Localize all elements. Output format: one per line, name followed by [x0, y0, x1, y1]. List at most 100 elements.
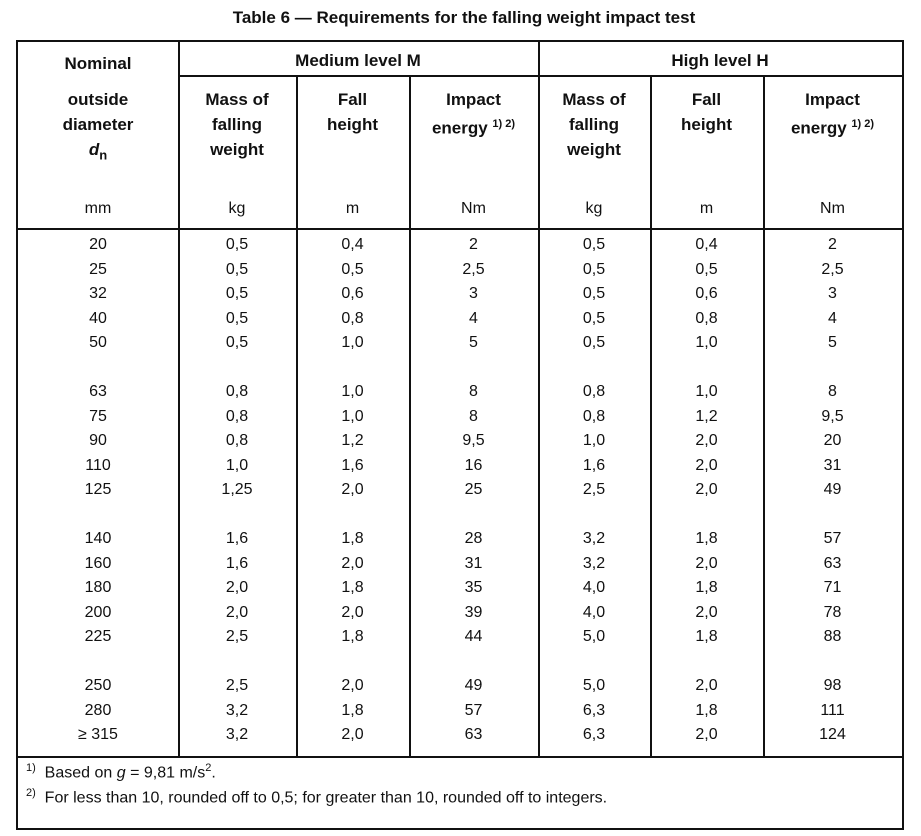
cell-medium-fall: 2,0 — [341, 481, 364, 498]
cell-high-mass: 6,3 — [582, 701, 606, 719]
cell-diameter: 90 — [89, 432, 107, 449]
cell-medium-mass: 3,2 — [225, 726, 249, 743]
cell-medium-mass: 1,6 — [225, 530, 249, 547]
cell-medium-mass: 2,0 — [225, 579, 249, 596]
cell-medium-mass: 2,5 — [225, 628, 249, 645]
cell-medium-fall: 2,0 — [341, 677, 364, 694]
cell-medium-fall: 1,8 — [341, 628, 364, 645]
cell-diameter: 75 — [89, 407, 107, 425]
cell-high-fall: 1,8 — [695, 530, 718, 547]
cell-high-impact: 5 — [828, 334, 837, 351]
cell-high-fall: 1,0 — [695, 383, 718, 400]
cell-high-impact: 49 — [823, 481, 842, 498]
cell-high-mass: 2,5 — [582, 481, 606, 498]
cell-high-impact: 8 — [828, 383, 837, 400]
requirements-table: Nominal outside diameter dn Medium level… — [16, 40, 904, 830]
cell-medium-fall: 1,6 — [341, 456, 364, 474]
cell-medium-impact: 39 — [464, 603, 483, 621]
cell-medium-impact: 8 — [469, 383, 478, 400]
cell-medium-impact: 31 — [464, 554, 483, 572]
cell-medium-impact: 3 — [469, 285, 478, 302]
cell-medium-fall: 1,8 — [341, 579, 364, 596]
unit-medium-impact: Nm — [461, 200, 486, 217]
cell-diameter: 40 — [89, 309, 107, 327]
medium-fall-header: Fall height — [327, 90, 378, 134]
cell-high-impact: 20 — [823, 432, 842, 449]
cell-medium-fall: 2,0 — [341, 726, 364, 743]
cell-medium-impact: 49 — [464, 677, 483, 694]
cell-high-impact: 63 — [823, 554, 842, 572]
col-divider — [178, 42, 180, 757]
cell-high-fall: 1,2 — [695, 407, 718, 425]
cell-high-mass: 5,0 — [582, 628, 606, 645]
cell-high-impact: 124 — [819, 726, 846, 743]
high-fall-header: Fall height — [681, 90, 732, 134]
cell-medium-fall: 1,8 — [341, 530, 364, 547]
cell-medium-impact: 5 — [469, 334, 478, 351]
col-nominal-header: Nominal outside diameter dn — [62, 54, 134, 163]
cell-high-mass: 0,5 — [582, 309, 606, 327]
cell-medium-fall: 2,0 — [341, 603, 364, 621]
cell-high-fall: 1,8 — [695, 628, 718, 645]
cell-high-impact: 31 — [823, 456, 842, 474]
cell-medium-mass: 1,6 — [225, 554, 249, 572]
col-divider — [409, 75, 411, 757]
cell-medium-fall: 1,2 — [341, 432, 364, 449]
cell-high-fall: 0,5 — [695, 260, 718, 278]
unit-high-mass: kg — [585, 200, 603, 217]
cell-high-impact: 78 — [823, 603, 842, 621]
cell-medium-mass: 2,0 — [225, 603, 249, 621]
cell-medium-mass: 0,8 — [225, 383, 249, 400]
cell-diameter: 63 — [89, 383, 107, 400]
cell-diameter: 280 — [84, 701, 112, 719]
cell-high-mass: 3,2 — [582, 530, 606, 547]
cell-high-fall: 1,8 — [695, 579, 718, 596]
cell-high-mass: 0,5 — [582, 285, 606, 302]
cell-medium-impact: 28 — [464, 530, 483, 547]
cell-diameter: 110 — [85, 456, 111, 474]
footnote-1: 1) Based on g = 9,81 m/s2. — [26, 762, 216, 782]
cell-high-mass: 0,5 — [582, 236, 606, 253]
high-level-header: High level H — [671, 51, 769, 70]
medium-mass-header: Mass of falling weight — [205, 90, 269, 159]
cell-medium-impact: 16 — [464, 456, 483, 474]
cell-diameter: 225 — [84, 628, 112, 645]
cell-high-fall: 2,0 — [695, 726, 718, 743]
cell-high-mass: 1,6 — [582, 456, 606, 474]
medium-impact-header: Impact energy 1) 2) — [431, 90, 516, 138]
cell-medium-fall: 0,6 — [341, 285, 364, 302]
cell-medium-fall: 1,0 — [341, 407, 364, 425]
cell-medium-mass: 3,2 — [225, 701, 249, 719]
cell-high-mass: 0,5 — [582, 260, 606, 278]
cell-medium-fall: 0,4 — [341, 236, 364, 253]
cell-high-fall: 2,0 — [695, 554, 718, 572]
cell-high-mass: 1,0 — [582, 432, 606, 449]
cell-medium-impact: 2 — [469, 236, 478, 253]
cell-medium-impact: 4 — [469, 309, 478, 327]
cell-medium-fall: 2,0 — [341, 554, 364, 572]
cell-high-impact: 2 — [828, 236, 837, 253]
cell-high-fall: 1,0 — [695, 334, 718, 351]
high-mass-header: Mass of falling weight — [562, 90, 626, 159]
cell-high-impact: 2,5 — [821, 260, 844, 278]
col-divider — [763, 75, 765, 757]
unit-medium-fall: m — [345, 200, 360, 217]
col-divider — [538, 42, 540, 757]
cell-diameter: 200 — [84, 603, 112, 621]
cell-medium-impact: 25 — [464, 481, 483, 498]
cell-high-fall: 2,0 — [695, 677, 718, 694]
cell-medium-impact: 57 — [464, 701, 483, 719]
cell-medium-fall: 0,5 — [341, 260, 364, 278]
cell-high-fall: 2,0 — [695, 432, 718, 449]
cell-high-impact: 88 — [823, 628, 842, 645]
cell-medium-fall: 1,0 — [341, 334, 364, 351]
cell-medium-mass: 0,8 — [225, 432, 249, 449]
group-header-rule — [178, 75, 902, 77]
cell-high-mass: 0,8 — [582, 383, 606, 400]
cell-diameter: 20 — [89, 236, 107, 253]
cell-diameter: 50 — [89, 334, 107, 351]
cell-high-mass: 5,0 — [582, 677, 606, 694]
col-divider — [650, 75, 652, 757]
cell-medium-impact: 2,5 — [462, 260, 485, 278]
cell-high-impact: 4 — [828, 309, 837, 327]
